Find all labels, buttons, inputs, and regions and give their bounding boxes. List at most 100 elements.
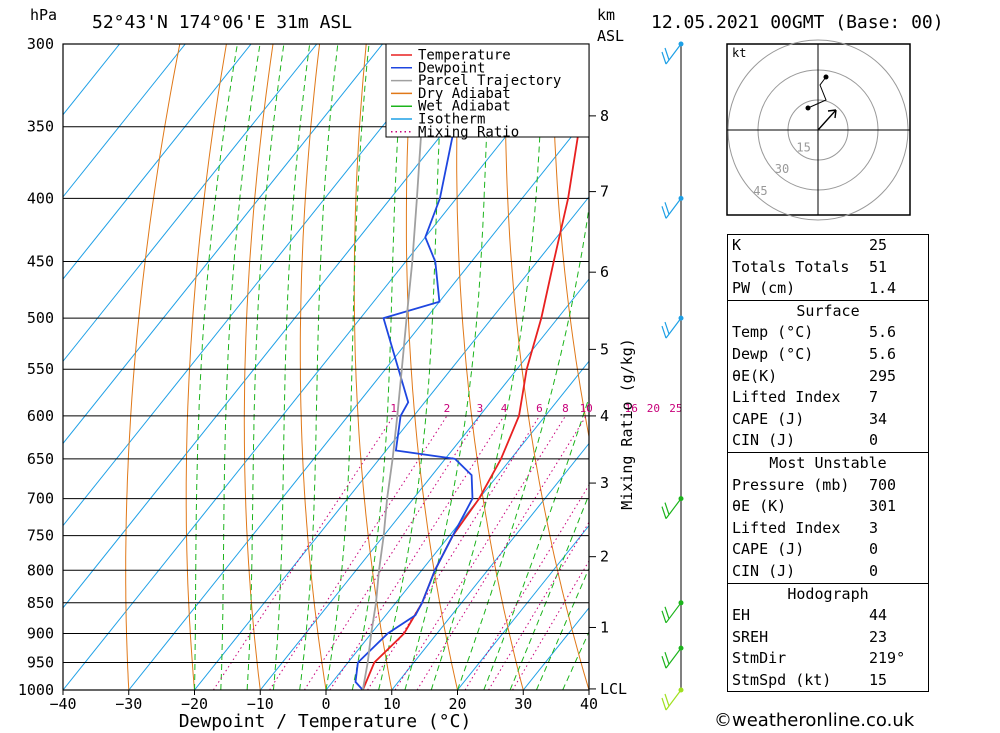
wet-adiabat-line bbox=[404, 44, 492, 690]
stat-label: Lifted Index bbox=[732, 518, 841, 537]
stat-label: CIN (J) bbox=[732, 561, 796, 580]
mixing-ratio-line bbox=[512, 560, 589, 690]
pressure-tick-label: 800 bbox=[27, 561, 54, 579]
stat-label: SREH bbox=[732, 627, 769, 646]
wind-barb bbox=[661, 197, 682, 219]
stat-value: 44 bbox=[869, 606, 888, 625]
pressure-tick-label: 900 bbox=[27, 624, 54, 642]
stat-value: 0 bbox=[869, 540, 879, 559]
dry-adiabat-line bbox=[243, 44, 274, 690]
pressure-tick-label: 300 bbox=[27, 35, 54, 53]
x-axis-label: Dewpoint / Temperature (°C) bbox=[179, 711, 472, 732]
profile-curves bbox=[354, 44, 589, 690]
mixing-ratio-label: 2 bbox=[444, 402, 451, 415]
km-tick-label: 6 bbox=[600, 263, 609, 281]
dry-adiabat-line bbox=[925, 44, 1000, 690]
wet-adiabat-line bbox=[325, 44, 370, 690]
stat-label: K bbox=[732, 236, 742, 254]
stat-value: 51 bbox=[869, 257, 888, 276]
legend-entry: Mixing Ratio bbox=[418, 124, 519, 140]
stat-row: CAPE (J) 34 bbox=[728, 409, 928, 431]
isotherm-line bbox=[63, 44, 581, 690]
hodograph-stats-title: Hodograph bbox=[787, 584, 869, 603]
wind-barb bbox=[661, 602, 682, 624]
stat-row: Lifted Index 3 bbox=[728, 518, 928, 540]
mixing-ratio-line bbox=[269, 415, 448, 690]
hodograph-ring-label: 45 bbox=[753, 184, 767, 198]
hodograph-trace bbox=[807, 76, 827, 109]
stat-row: Pressure (mb) 700 bbox=[728, 475, 928, 497]
pressure-tick-label: 450 bbox=[27, 253, 54, 271]
hodograph-ring-label: 30 bbox=[775, 162, 789, 176]
mixing-ratio-label: 3 bbox=[477, 402, 484, 415]
stat-row: Dewp (°C) 5.6 bbox=[728, 344, 928, 366]
isotherm-line bbox=[63, 44, 252, 280]
legend-entry: Dewpoint bbox=[418, 60, 485, 76]
stat-label: Lifted Index bbox=[732, 388, 841, 407]
legend-entry: Temperature bbox=[418, 48, 511, 64]
stat-row: SREH 23 bbox=[728, 627, 928, 649]
isotherm-line bbox=[259, 278, 589, 690]
isotherm-line bbox=[63, 44, 515, 609]
stat-row: θE(K) 295 bbox=[728, 366, 928, 388]
stat-label: Temp (°C) bbox=[732, 323, 814, 342]
wind-barb bbox=[661, 317, 682, 339]
stat-label: CAPE (J) bbox=[732, 409, 805, 428]
stat-value: 0 bbox=[869, 431, 879, 450]
x-tick-label: −40 bbox=[49, 695, 76, 713]
stat-row: PW (cm) 1.4 bbox=[728, 278, 928, 300]
isotherm-line bbox=[63, 44, 120, 116]
wet-adiabat-line bbox=[220, 44, 261, 690]
pressure-tick-label: 500 bbox=[27, 309, 54, 327]
hodograph-point bbox=[823, 74, 829, 80]
dry-adiabat-line bbox=[456, 44, 524, 690]
mixing-ratio-label: 1 bbox=[390, 402, 397, 415]
wet-adiabat-line bbox=[483, 395, 589, 690]
stat-row: K 25 bbox=[728, 235, 928, 257]
legend-entry: Parcel Trajectory bbox=[418, 73, 561, 89]
stat-row: Totals Totals 51 bbox=[728, 257, 928, 279]
stat-label: CAPE (J) bbox=[732, 540, 805, 559]
stat-value: 5.6 bbox=[869, 344, 897, 363]
hodograph-point bbox=[805, 105, 811, 111]
isotherm-line bbox=[391, 442, 589, 690]
mixing-ratio-label: 6 bbox=[536, 402, 543, 415]
stat-row: StmDir 219° bbox=[728, 648, 928, 670]
stat-value: 34 bbox=[869, 409, 888, 428]
mixing-ratio-labels: 1 2 3 4 6 8 10 16 20 25 bbox=[390, 402, 682, 415]
surface-title: Surface bbox=[796, 301, 860, 320]
mixing-ratio-label: 8 bbox=[562, 402, 569, 415]
pressure-tick-label: 350 bbox=[27, 118, 54, 136]
stat-label: Dewp (°C) bbox=[732, 344, 814, 363]
temperature-curve bbox=[361, 74, 589, 690]
credit-text: ©weatheronline.co.uk bbox=[714, 710, 915, 731]
wet-adiabat-line bbox=[351, 44, 405, 690]
stat-row: CIN (J) 0 bbox=[728, 430, 928, 452]
km-tick-label: 5 bbox=[600, 340, 609, 358]
km-tick-label: LCL bbox=[600, 680, 627, 698]
stat-label: CIN (J) bbox=[732, 431, 796, 450]
mixing-ratio-label: 4 bbox=[501, 402, 508, 415]
dry-adiabat-line bbox=[299, 44, 327, 690]
axis-labels: 3003504004505005506006507007508008509009… bbox=[18, 35, 627, 713]
stat-value: 295 bbox=[869, 366, 897, 385]
stat-row: EH 44 bbox=[728, 605, 928, 627]
parcel-trajectory-curve bbox=[361, 44, 430, 690]
x-tick-label: 40 bbox=[580, 695, 598, 713]
pressure-tick-label: 600 bbox=[27, 407, 54, 425]
indices-panel: K 25 Totals Totals 51 PW (cm) 1.4 Surface Tem… bbox=[727, 234, 929, 693]
dry-adiabat-line bbox=[125, 44, 181, 690]
wet-adiabat-line bbox=[246, 44, 285, 690]
km-tick-label: 2 bbox=[600, 548, 609, 566]
x-tick-label: −30 bbox=[115, 695, 142, 713]
hodograph-ring-label: 15 bbox=[796, 141, 810, 155]
x-tick-label: −10 bbox=[247, 695, 274, 713]
x-tick-label: 30 bbox=[514, 695, 532, 713]
km-tick-label: 7 bbox=[600, 183, 609, 201]
mixing-ratio-line bbox=[394, 415, 566, 690]
wind-barb bbox=[661, 647, 682, 669]
wet-adiabat-line bbox=[509, 493, 589, 690]
wind-barb bbox=[661, 498, 682, 519]
dewpoint-curve bbox=[354, 44, 486, 690]
